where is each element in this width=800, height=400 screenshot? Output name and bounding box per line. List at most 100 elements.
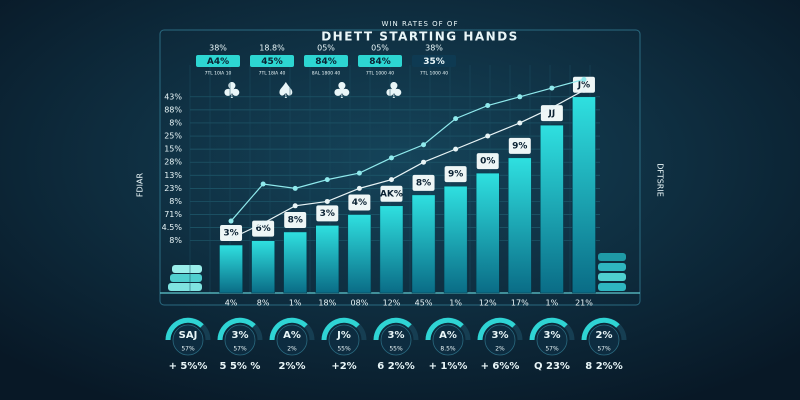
gauge-label: 3% [492, 330, 509, 341]
card-top: 18.8% [259, 44, 285, 53]
card-sub: 7TL 10IA 10 [205, 71, 232, 77]
x-tick-label: 08% [350, 299, 368, 308]
value-label-box [284, 211, 307, 228]
gauge-pct: 57% [597, 346, 611, 353]
bar [315, 225, 340, 294]
bar [572, 96, 596, 294]
line-point [228, 218, 234, 224]
gauge-arc [425, 317, 464, 341]
gauge-pct: 2% [287, 346, 297, 353]
value-label-box [508, 137, 531, 154]
gauge-label: 3% [388, 330, 405, 341]
gauge-label: SAJ [179, 330, 198, 341]
chips-right [598, 253, 626, 291]
gauge-pct: 2% [495, 346, 505, 353]
gauge-arc [269, 317, 308, 341]
gauge-arc [217, 317, 256, 341]
card-sub: 7TL 18IA 40 [259, 71, 286, 77]
line-point [228, 236, 234, 241]
kicker: WIN RATES OF OF [382, 20, 459, 28]
line-point [260, 220, 266, 226]
bar [411, 194, 436, 294]
value-label: 8% [416, 178, 431, 188]
gauge-label: A% [439, 330, 457, 341]
gauge-delta: 2%% [279, 361, 306, 372]
bar [219, 244, 243, 294]
line-point [292, 185, 298, 191]
gauge-pct: 57% [181, 346, 195, 353]
svg-text:♣: ♣ [332, 79, 352, 104]
x-tick-label: 12% [383, 299, 401, 308]
line-point [421, 142, 427, 148]
gauge-pct: 8.5% [440, 346, 456, 353]
gauge-label: A% [283, 330, 301, 341]
gauge-label: 3% [544, 330, 561, 341]
gauge-label: 2% [596, 330, 613, 341]
bar [475, 172, 500, 294]
y-tick-label: 8% [169, 236, 182, 245]
x-tick-label: 8% [257, 299, 270, 308]
value-label: J% [577, 80, 590, 90]
side-label-right: DFTSRIE [656, 163, 665, 197]
value-label-box [412, 174, 435, 191]
svg-text:♣: ♣ [222, 79, 242, 104]
value-label: JJ [548, 109, 556, 119]
card-top: 38% [209, 44, 227, 53]
value-label: 3% [223, 229, 238, 239]
gauge-face [328, 324, 360, 356]
value-label-box [380, 185, 403, 202]
gauge-face [432, 324, 464, 356]
y-tick-label: 43% [164, 92, 182, 101]
bar [507, 157, 532, 294]
card-top: 38% [425, 44, 443, 53]
gauge-pct: 55% [389, 346, 403, 353]
card-box [196, 55, 240, 67]
gauge-face [484, 324, 516, 356]
gauge-arc [373, 317, 412, 341]
line-point [549, 105, 555, 111]
bar [443, 185, 468, 294]
y-tick-label: 71% [164, 210, 182, 219]
card-top: 05% [317, 44, 335, 53]
gauge-delta: + 6%% [481, 361, 520, 372]
card-box [412, 55, 456, 67]
y-tick-label: 25% [164, 132, 182, 141]
value-label: 8% [288, 215, 303, 225]
card-box [358, 55, 402, 67]
line-point [388, 155, 394, 161]
gauge-face [536, 324, 568, 356]
line-point [356, 185, 362, 191]
value-label-box [540, 105, 563, 122]
chips-left [168, 265, 202, 291]
gauge-label: J% [336, 330, 351, 341]
bar [283, 231, 308, 294]
value-label-box [316, 205, 339, 222]
line-point [356, 170, 362, 176]
x-tick-label: 21% [575, 299, 593, 308]
line-point [453, 116, 459, 122]
gauge-face [172, 324, 204, 356]
x-tick-label: 45% [415, 299, 433, 308]
line-point [388, 177, 394, 183]
line-series [230, 78, 585, 222]
value-label: 3% [320, 209, 335, 219]
line-point [485, 133, 491, 139]
line-point [292, 203, 298, 209]
value-label-box [348, 194, 371, 211]
card-main: 84% [315, 57, 337, 67]
gauge-delta: 6 2%% [377, 361, 414, 372]
x-tick-label: 17% [511, 299, 529, 308]
line-series [230, 89, 585, 240]
gauge-delta: + 1%% [429, 361, 468, 372]
side-label-left: FDIAR [136, 172, 145, 197]
card-main: 45% [261, 57, 283, 67]
gauge-pct: 57% [545, 346, 559, 353]
frame [159, 29, 641, 306]
gauge-face [380, 324, 412, 356]
line-point [324, 177, 330, 183]
card-top: 05% [371, 44, 389, 53]
bar [251, 240, 275, 294]
value-label: 9% [512, 141, 527, 151]
gauge-face [276, 324, 308, 356]
